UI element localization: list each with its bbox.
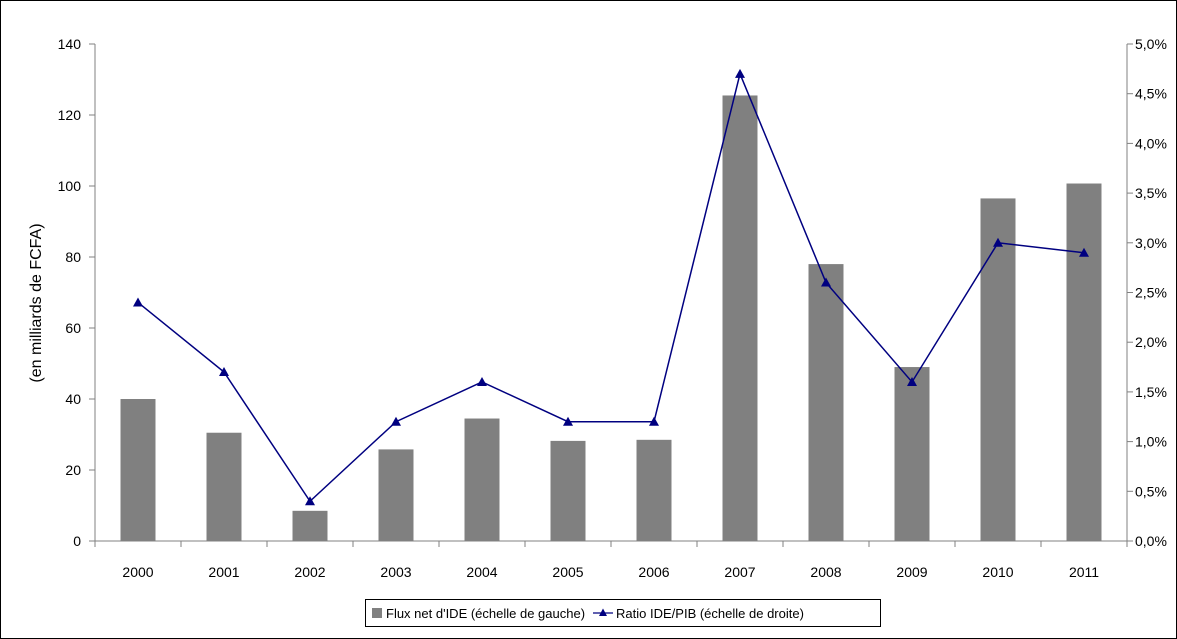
bar-2008 bbox=[808, 264, 844, 541]
bar-2010 bbox=[980, 198, 1016, 542]
legend-line-label: Ratio IDE/PIB (échelle de droite) bbox=[616, 605, 804, 621]
y-tick-label-left: 0 bbox=[73, 533, 81, 549]
y-tick-label-right: 3,0% bbox=[1135, 235, 1167, 251]
y-tick-label-right: 5,0% bbox=[1135, 36, 1167, 52]
y-tick-label-left: 80 bbox=[65, 249, 81, 265]
bar-2002 bbox=[292, 510, 328, 541]
y-tick-label-left: 140 bbox=[58, 36, 82, 52]
x-tick-label-2008: 2008 bbox=[810, 564, 841, 580]
y-tick-label-right: 2,0% bbox=[1135, 334, 1167, 350]
x-tick-label-2009: 2009 bbox=[896, 564, 927, 580]
x-tick-label-2011: 2011 bbox=[1069, 564, 1099, 580]
point-2011 bbox=[1079, 247, 1089, 257]
y-tick-label-right: 1,0% bbox=[1135, 434, 1167, 450]
x-tick-label-2004: 2004 bbox=[466, 564, 497, 580]
ratio-line bbox=[137, 71, 1085, 503]
y-tick-label-left: 20 bbox=[65, 462, 81, 478]
x-tick-label-2010: 2010 bbox=[982, 564, 1013, 580]
y-tick-label-right: 4,5% bbox=[1135, 86, 1167, 102]
point-2010 bbox=[993, 237, 1003, 247]
y-axis-label: (en milliards de FCFA) bbox=[28, 223, 45, 382]
x-tick-label-2000: 2000 bbox=[122, 564, 153, 580]
point-2001 bbox=[219, 367, 229, 377]
point-2006 bbox=[649, 416, 659, 426]
legend-line-swatch bbox=[593, 608, 614, 616]
y-tick-label-left: 40 bbox=[65, 391, 81, 407]
bar-2011 bbox=[1066, 183, 1102, 541]
point-2000 bbox=[133, 297, 143, 307]
point-2005 bbox=[563, 416, 573, 426]
x-tick-label-2002: 2002 bbox=[294, 564, 325, 580]
point-2003 bbox=[391, 416, 401, 426]
y-tick-label-right: 1,5% bbox=[1135, 384, 1167, 400]
x-tick-label-2001: 2001 bbox=[208, 564, 239, 580]
line-layer bbox=[133, 68, 1089, 506]
bar-2003 bbox=[378, 449, 414, 541]
point-2009 bbox=[907, 376, 917, 386]
bars-layer bbox=[120, 95, 1102, 542]
y-tick-label-right: 0,0% bbox=[1135, 533, 1167, 549]
y-tick-label-left: 120 bbox=[58, 107, 82, 123]
bar-2009 bbox=[894, 367, 930, 541]
bar-2006 bbox=[636, 439, 672, 541]
bar-2007 bbox=[722, 95, 758, 541]
x-tick-label-2003: 2003 bbox=[380, 564, 411, 580]
y-tick-label-right: 4,0% bbox=[1135, 135, 1167, 151]
bar-2001 bbox=[206, 432, 242, 541]
y-tick-label-right: 2,5% bbox=[1135, 285, 1167, 301]
bar-2000 bbox=[120, 399, 156, 541]
y-tick-label-right: 3,5% bbox=[1135, 185, 1167, 201]
point-2008 bbox=[821, 277, 831, 287]
y-tick-label-left: 100 bbox=[58, 178, 82, 194]
x-tick-label-2007: 2007 bbox=[724, 564, 755, 580]
legend: Flux net d'IDE (échelle de gauche) Ratio… bbox=[365, 599, 881, 627]
legend-bar-swatch bbox=[372, 608, 382, 618]
x-tick-label-2006: 2006 bbox=[638, 564, 669, 580]
point-2004 bbox=[477, 376, 487, 386]
legend-item-bar: Flux net d'IDE (échelle de gauche) bbox=[372, 606, 585, 621]
y-tick-label-left: 60 bbox=[65, 320, 81, 336]
legend-item-line: Ratio IDE/PIB (échelle de droite) bbox=[593, 606, 804, 621]
point-2007 bbox=[735, 68, 745, 78]
x-tick-label-2005: 2005 bbox=[552, 564, 583, 580]
labels-layer: 0 20 40 60 80 100 120 140 0,0% 0,5% 1,0% 1,5% 2,0% 2,… bbox=[58, 36, 1167, 580]
legend-bar-label: Flux net d'IDE (échelle de gauche) bbox=[386, 605, 586, 621]
bar-2004 bbox=[464, 418, 500, 541]
y-tick-label-right: 0,5% bbox=[1135, 483, 1167, 499]
bar-2005 bbox=[550, 440, 586, 541]
point-2002 bbox=[305, 496, 315, 506]
axes-layer bbox=[89, 43, 1133, 547]
